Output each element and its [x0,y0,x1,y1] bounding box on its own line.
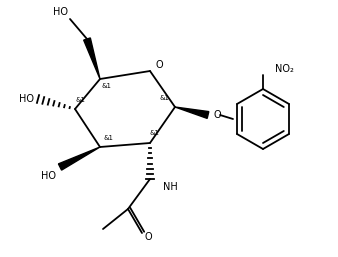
Text: &1: &1 [76,97,86,103]
Text: &1: &1 [160,95,170,101]
Text: &1: &1 [149,130,159,136]
Text: &1: &1 [103,135,113,141]
Text: HO: HO [41,171,55,181]
Text: HO: HO [20,94,34,104]
Text: NO₂: NO₂ [275,64,294,74]
Polygon shape [58,147,100,170]
Text: O: O [144,232,152,242]
Polygon shape [175,107,209,118]
Text: HO: HO [52,7,68,17]
Text: NH: NH [163,182,178,192]
Polygon shape [84,38,100,79]
Text: &1: &1 [102,83,112,89]
Text: O: O [214,110,222,120]
Text: O: O [155,60,163,70]
